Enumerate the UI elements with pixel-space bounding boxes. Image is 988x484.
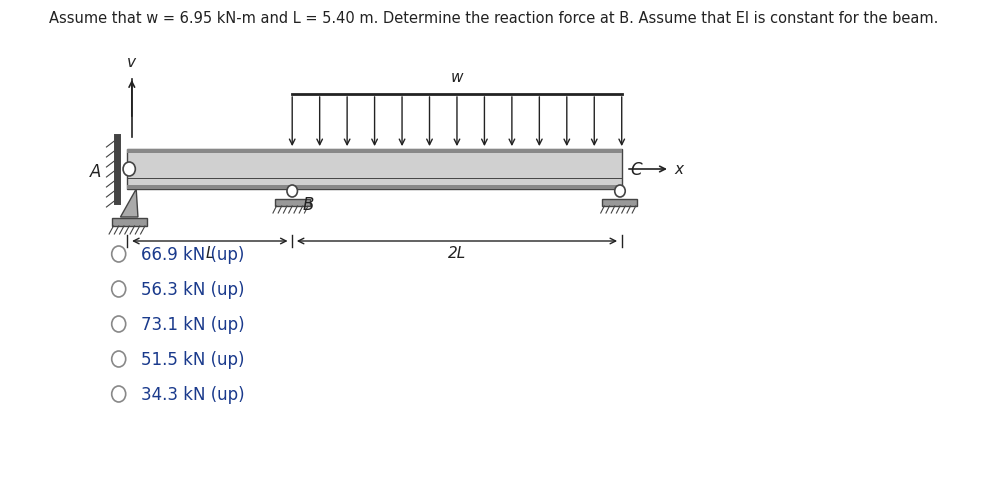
- Circle shape: [112, 246, 125, 262]
- Text: 2L: 2L: [448, 245, 466, 260]
- Text: 56.3 kN (up): 56.3 kN (up): [140, 280, 244, 298]
- Circle shape: [112, 281, 125, 297]
- Bar: [127, 186, 621, 190]
- Circle shape: [615, 186, 625, 197]
- Text: Assume that w = 6.95 kN-m and L = 5.40 m. Determine the reaction force at B. Ass: Assume that w = 6.95 kN-m and L = 5.40 m…: [49, 11, 939, 26]
- Text: 66.9 kN (up): 66.9 kN (up): [140, 245, 244, 263]
- Text: v: v: [127, 55, 136, 70]
- Text: 73.1 kN (up): 73.1 kN (up): [140, 316, 244, 333]
- Text: A: A: [90, 163, 101, 181]
- Circle shape: [112, 386, 125, 402]
- Polygon shape: [603, 199, 637, 207]
- Bar: [127, 150, 621, 154]
- Bar: [127, 150, 621, 190]
- Circle shape: [112, 351, 125, 367]
- Text: 34.3 kN (up): 34.3 kN (up): [140, 385, 244, 403]
- Circle shape: [287, 186, 297, 197]
- Text: w: w: [451, 70, 463, 85]
- Polygon shape: [275, 199, 309, 207]
- Text: 51.5 kN (up): 51.5 kN (up): [140, 350, 244, 368]
- Text: L: L: [206, 245, 214, 260]
- Circle shape: [112, 317, 125, 333]
- Polygon shape: [112, 219, 146, 227]
- Text: B: B: [302, 196, 314, 213]
- Polygon shape: [121, 190, 138, 217]
- Circle shape: [124, 163, 135, 177]
- Text: C: C: [630, 161, 642, 179]
- Text: x: x: [674, 162, 684, 177]
